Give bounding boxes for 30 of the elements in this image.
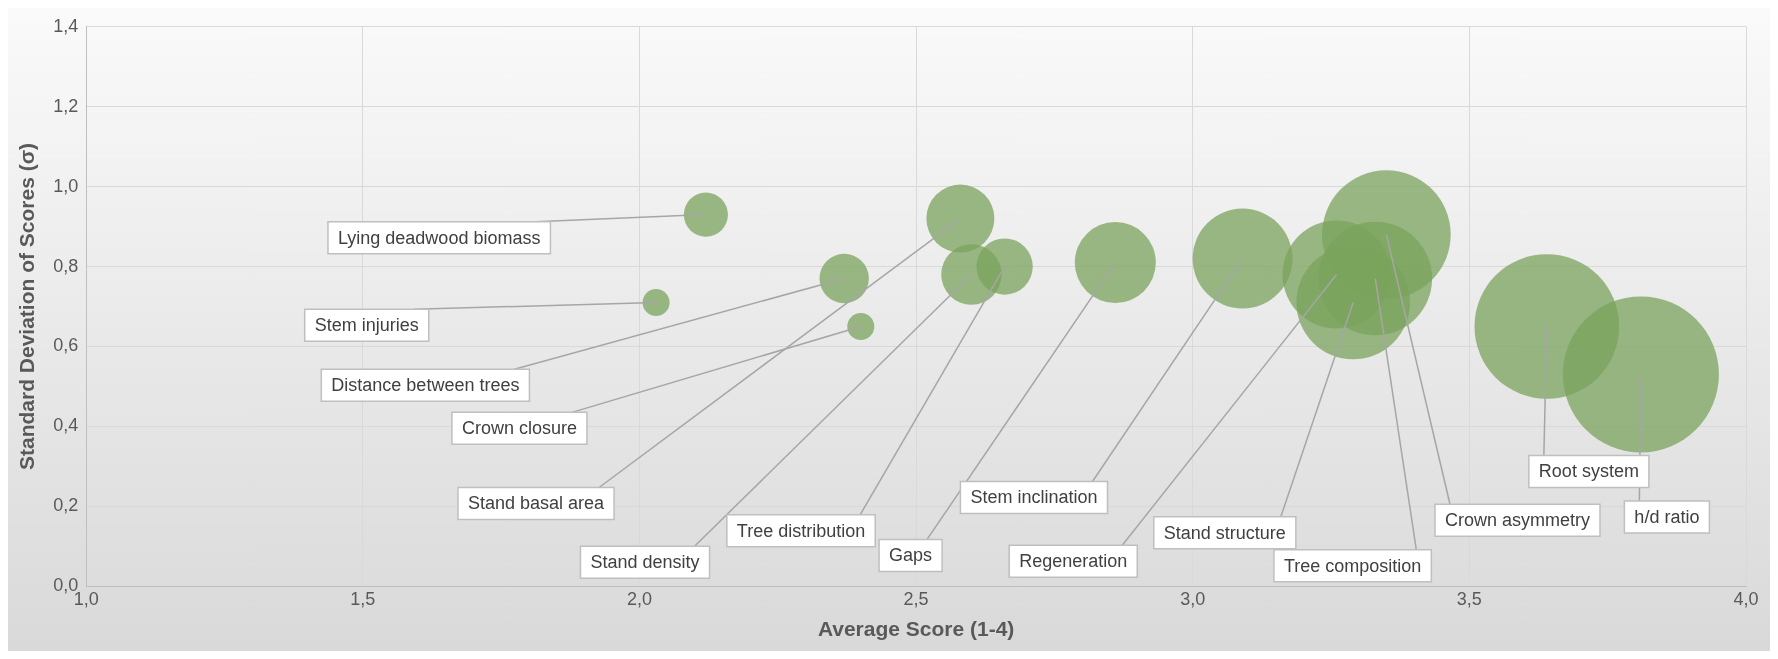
x-axis-title: Average Score (1-4) bbox=[817, 617, 1015, 641]
annotation: Stem inclination bbox=[970, 487, 1098, 508]
annotation: Gaps bbox=[889, 545, 933, 566]
annotation: Tree composition bbox=[1283, 555, 1422, 576]
y-tick-label: 1,2 bbox=[53, 95, 79, 116]
annotation: Root system bbox=[1538, 461, 1639, 482]
y-tick-label: 0,6 bbox=[53, 335, 79, 356]
annotation: Crown closure bbox=[461, 418, 577, 439]
x-tick-label: 1,5 bbox=[350, 588, 376, 609]
y-tick-label: 0,8 bbox=[53, 255, 79, 276]
annotation: Stand density bbox=[590, 552, 700, 573]
annotation: Tree distribution bbox=[736, 520, 866, 541]
x-tick-label: 4,0 bbox=[1733, 588, 1759, 609]
annotation: Distance between trees bbox=[331, 375, 520, 396]
annotation: h/d ratio bbox=[1634, 507, 1700, 528]
annotation: Regeneration bbox=[1019, 551, 1128, 572]
annotation: Lying deadwood biomass bbox=[337, 227, 541, 248]
annotation: Stand structure bbox=[1163, 522, 1286, 543]
x-tick-label: 3,0 bbox=[1180, 588, 1206, 609]
x-tick-label: 2,0 bbox=[626, 588, 652, 609]
annotation: Stand basal area bbox=[467, 493, 606, 514]
x-tick-label: 2,5 bbox=[903, 588, 929, 609]
y-axis-title: Standard Deviation of Scores (σ) bbox=[15, 142, 39, 471]
x-tick-label: 3,5 bbox=[1456, 588, 1482, 609]
y-tick-label: 1,4 bbox=[53, 15, 79, 36]
annotation: Crown asymmetry bbox=[1444, 510, 1591, 531]
y-tick-label: 0,2 bbox=[53, 495, 79, 516]
y-tick-label: 1,0 bbox=[53, 175, 79, 196]
y-tick-label: 0,4 bbox=[53, 415, 79, 436]
annotation: Stem injuries bbox=[314, 315, 419, 336]
